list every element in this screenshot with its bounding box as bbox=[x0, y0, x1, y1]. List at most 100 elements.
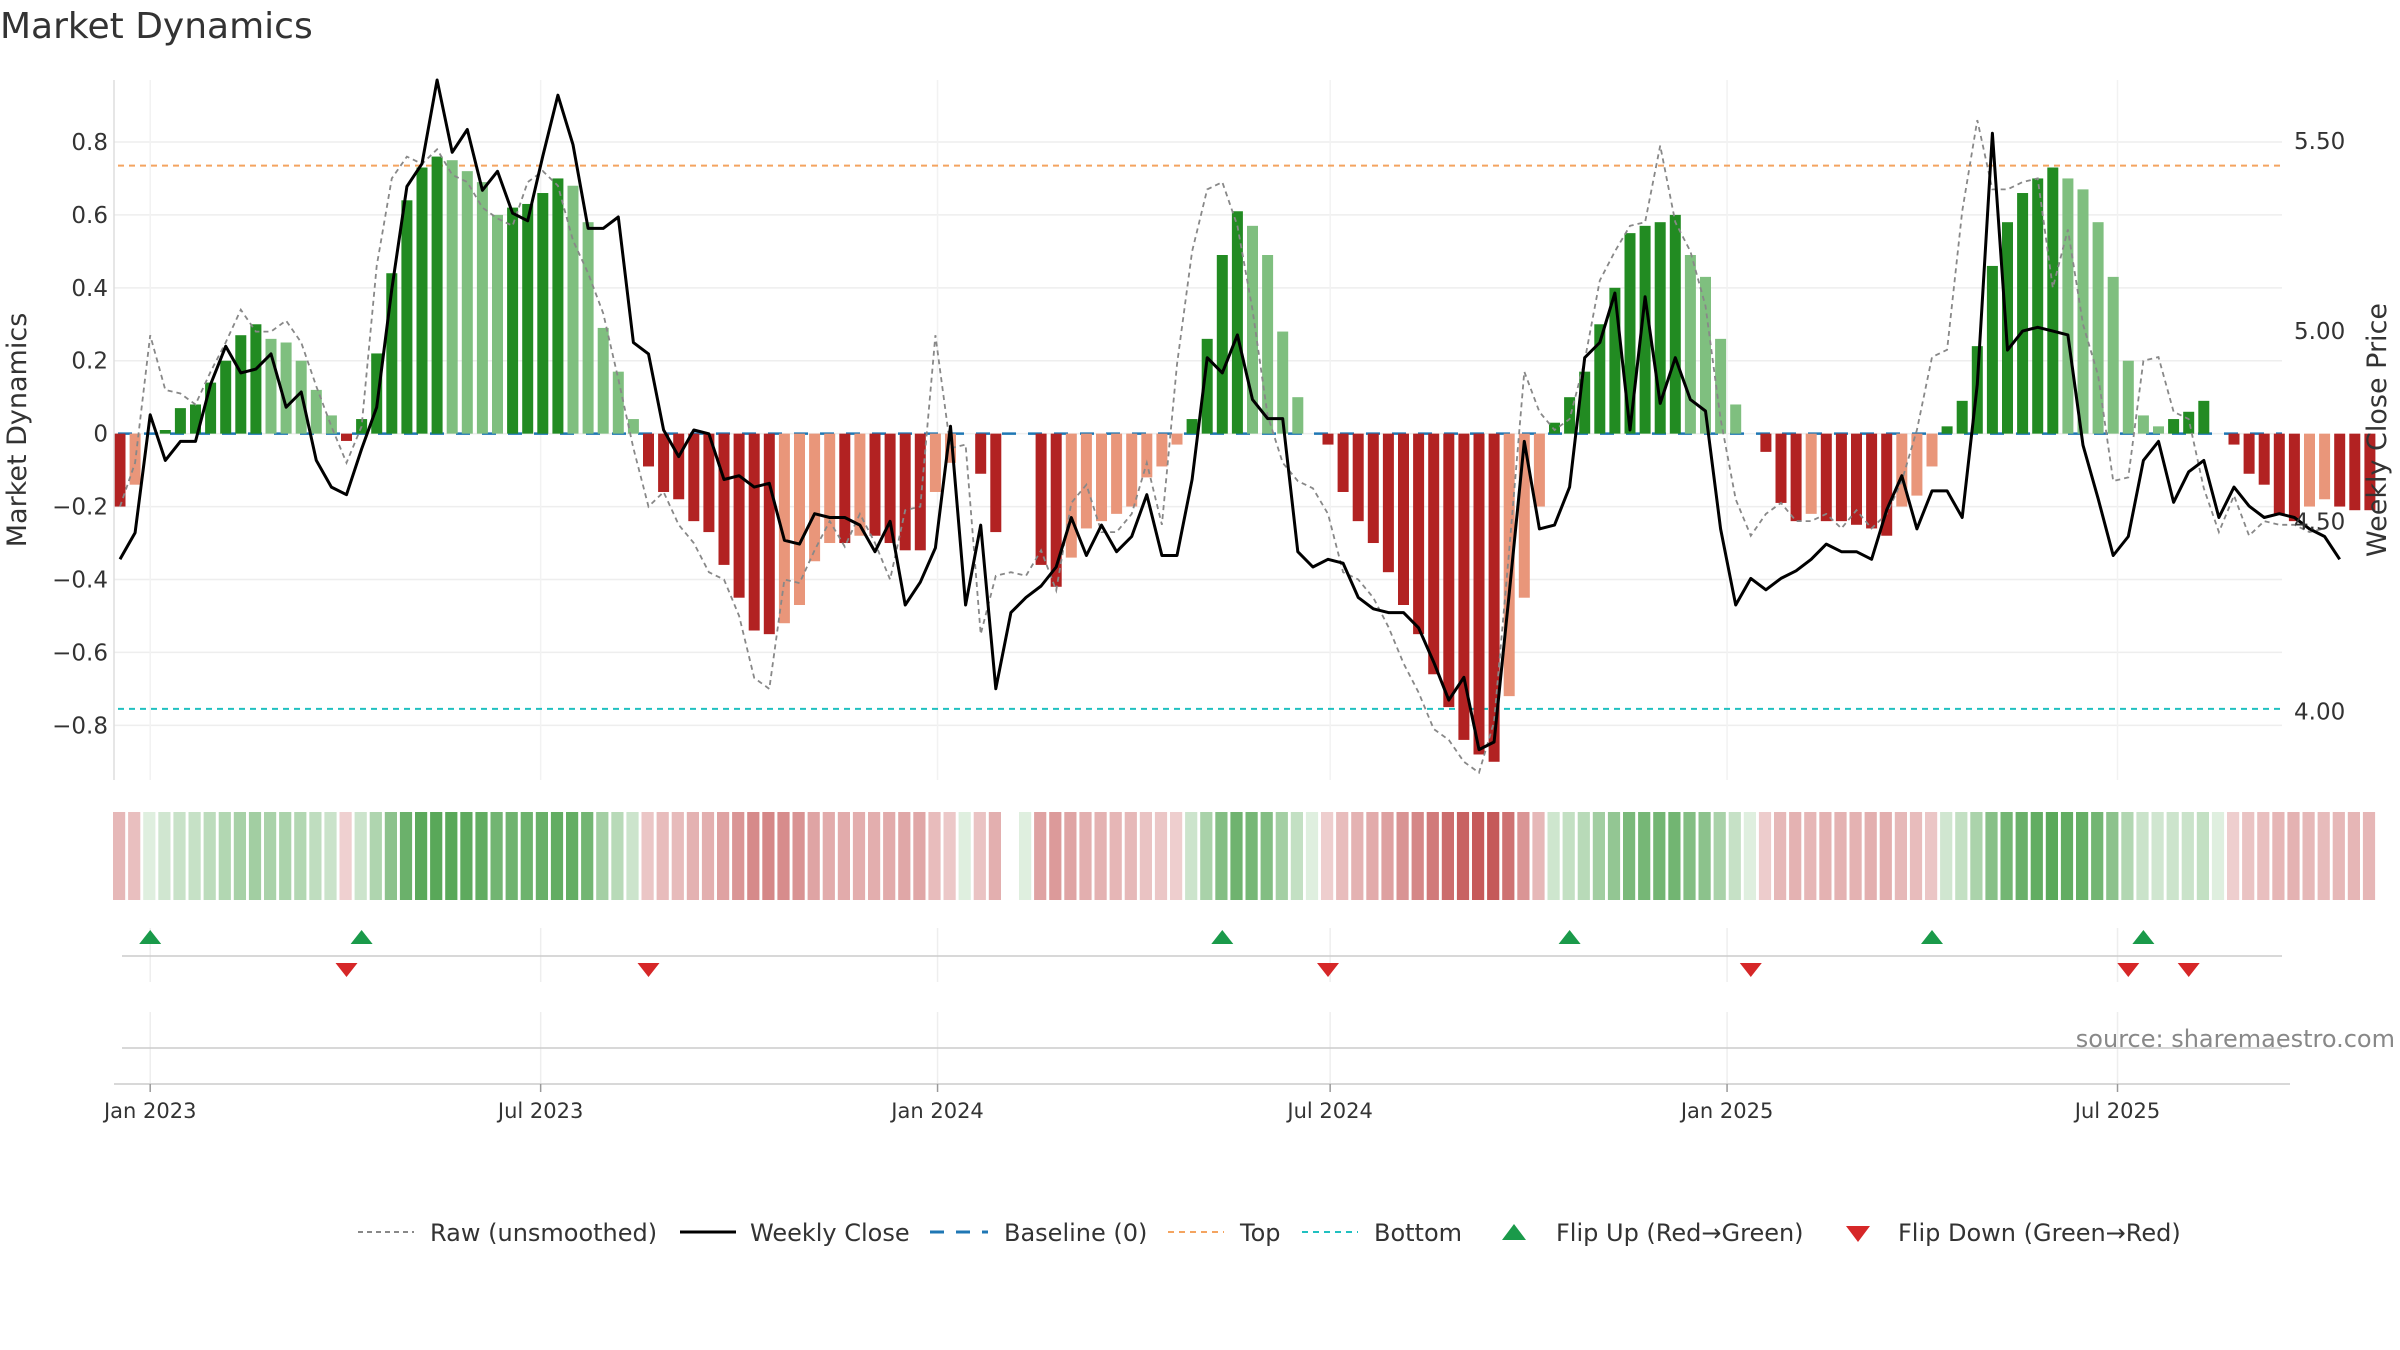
histogram-bar bbox=[416, 167, 428, 434]
histogram-bar bbox=[325, 415, 337, 434]
heat-strip-cell bbox=[550, 812, 564, 900]
heat-strip-cell bbox=[1758, 812, 1772, 900]
heat-strip-cell bbox=[1094, 812, 1107, 900]
histogram-bar bbox=[265, 338, 277, 434]
histogram-bar bbox=[190, 404, 201, 434]
heat-strip-cell bbox=[2196, 812, 2209, 900]
histogram-bar bbox=[250, 324, 262, 434]
heat-strip-cell bbox=[490, 812, 503, 900]
heat-strip-cell bbox=[1351, 812, 1364, 900]
heat-strip-cell bbox=[1607, 812, 1621, 900]
histogram-bar bbox=[597, 327, 609, 434]
histogram-bar bbox=[748, 433, 760, 631]
y2-axis-label: Weekly Close Price bbox=[2362, 303, 2393, 557]
heat-strip-cell bbox=[1305, 812, 1319, 900]
heat-strip-cell bbox=[2045, 812, 2058, 900]
heat-strip-cell bbox=[2151, 812, 2164, 900]
flip-up-marker bbox=[139, 930, 162, 944]
flip-up-marker bbox=[1211, 930, 1234, 944]
histogram-bar bbox=[1760, 433, 1772, 452]
heat-strip-cell bbox=[1064, 812, 1077, 900]
x-axis-ticks: Jan 2023 Jul 2023 Jan 2024 Jul 2024 Jan 2025… bbox=[102, 1084, 2160, 1123]
heat-strip-cell bbox=[1290, 812, 1303, 900]
histogram-bar bbox=[869, 433, 881, 536]
histogram-bar bbox=[2092, 222, 2104, 434]
histogram-bar bbox=[1277, 331, 1289, 434]
heat-strip-cell bbox=[1049, 812, 1062, 900]
histogram-bar bbox=[174, 408, 186, 434]
heat-strip-cell bbox=[1743, 812, 1756, 900]
source-label: source: sharemaestro.com bbox=[2076, 1025, 2395, 1053]
heat-strip-cell bbox=[1698, 812, 1711, 900]
legend: Raw (unsmoothed) Weekly Close Baseline (0)… bbox=[358, 1219, 2181, 1247]
heat-strip-cell bbox=[566, 812, 579, 900]
heat-strip-cell bbox=[1894, 812, 1907, 900]
right-axis-ticks: 5.50 5.00 4.50 4.00 bbox=[2294, 129, 2345, 726]
histogram-bar bbox=[1594, 324, 1606, 434]
histogram-bar bbox=[1428, 433, 1440, 675]
y2-tick-label: 5.50 bbox=[2294, 129, 2345, 155]
heat-strip-cell bbox=[2211, 812, 2225, 900]
heat-strip-cell bbox=[1502, 812, 1515, 900]
heat-strip-cell bbox=[626, 812, 639, 900]
heat-strip-cell bbox=[1517, 812, 1530, 900]
heat-strip-cell bbox=[1411, 812, 1424, 900]
heat-strip-cell bbox=[2302, 812, 2315, 900]
histogram-bar bbox=[1851, 433, 1862, 525]
heat-strip-cell bbox=[1638, 812, 1651, 900]
heat-strip-cell bbox=[1441, 812, 1454, 900]
flip-grid bbox=[149, 928, 2119, 982]
flip-down-marker bbox=[2117, 963, 2140, 977]
heat-strip-cell bbox=[128, 812, 141, 900]
heat-strip-cell bbox=[309, 812, 322, 900]
heat-strip-cell bbox=[1079, 812, 1092, 900]
flip-up-marker bbox=[2132, 930, 2155, 944]
histogram-bar bbox=[2364, 433, 2376, 511]
heat-strip-cell bbox=[807, 812, 820, 900]
legend-label: Weekly Close bbox=[750, 1219, 910, 1247]
heat-strip-cell bbox=[1728, 812, 1741, 900]
legend-item-baseline: Baseline (0) bbox=[930, 1219, 1147, 1247]
histogram-bar bbox=[1715, 338, 1727, 434]
histogram-bar bbox=[159, 430, 171, 434]
y2-tick-label: 4.00 bbox=[2294, 700, 2345, 726]
histogram-bar bbox=[2032, 178, 2044, 434]
histogram-bar bbox=[899, 433, 911, 551]
histogram-bar bbox=[2168, 419, 2180, 434]
histogram-bar bbox=[386, 273, 398, 434]
legend-flip-up-swatch bbox=[1502, 1224, 1526, 1240]
y-tick-label: 0.2 bbox=[71, 349, 108, 375]
heat-strip-cell bbox=[973, 812, 986, 900]
heat-strip-cell bbox=[1789, 812, 1802, 900]
histogram-bar bbox=[401, 200, 413, 434]
heat-strip-cell bbox=[369, 812, 382, 900]
histogram-bar bbox=[1926, 433, 1938, 467]
histogram-bar bbox=[205, 382, 217, 434]
histogram-bar bbox=[2243, 433, 2255, 474]
heat-strip-cell bbox=[2317, 812, 2330, 900]
heat-strip-cell bbox=[188, 812, 201, 900]
heat-strip-cell bbox=[535, 812, 548, 900]
histogram-bar bbox=[522, 203, 534, 434]
histogram-bar bbox=[1247, 225, 1258, 434]
histogram-bar bbox=[1503, 433, 1515, 697]
x-tick-label: Jul 2023 bbox=[496, 1099, 583, 1123]
histogram-bar bbox=[476, 182, 488, 434]
heat-strip-cell bbox=[988, 812, 1001, 900]
histogram-bar bbox=[1986, 265, 1998, 434]
histogram-bar bbox=[2258, 433, 2270, 485]
histogram-bar bbox=[2228, 433, 2240, 445]
heat-strip-cell bbox=[248, 812, 262, 900]
histogram-bar bbox=[1609, 287, 1621, 434]
heat-strip-cell bbox=[732, 812, 745, 900]
histogram-bar bbox=[1111, 433, 1123, 514]
heat-strip-cell bbox=[822, 812, 835, 900]
histogram-bar bbox=[2077, 189, 2089, 434]
heat-strip-cell bbox=[2091, 812, 2104, 900]
histogram-bar bbox=[1398, 433, 1409, 605]
histogram-bar bbox=[1443, 433, 1455, 708]
heat-strip-cell bbox=[2106, 812, 2119, 900]
chart-title: Market Dynamics bbox=[0, 6, 313, 47]
heat-strip-cell bbox=[2015, 812, 2028, 900]
heat-strip-cell bbox=[1804, 812, 1817, 900]
